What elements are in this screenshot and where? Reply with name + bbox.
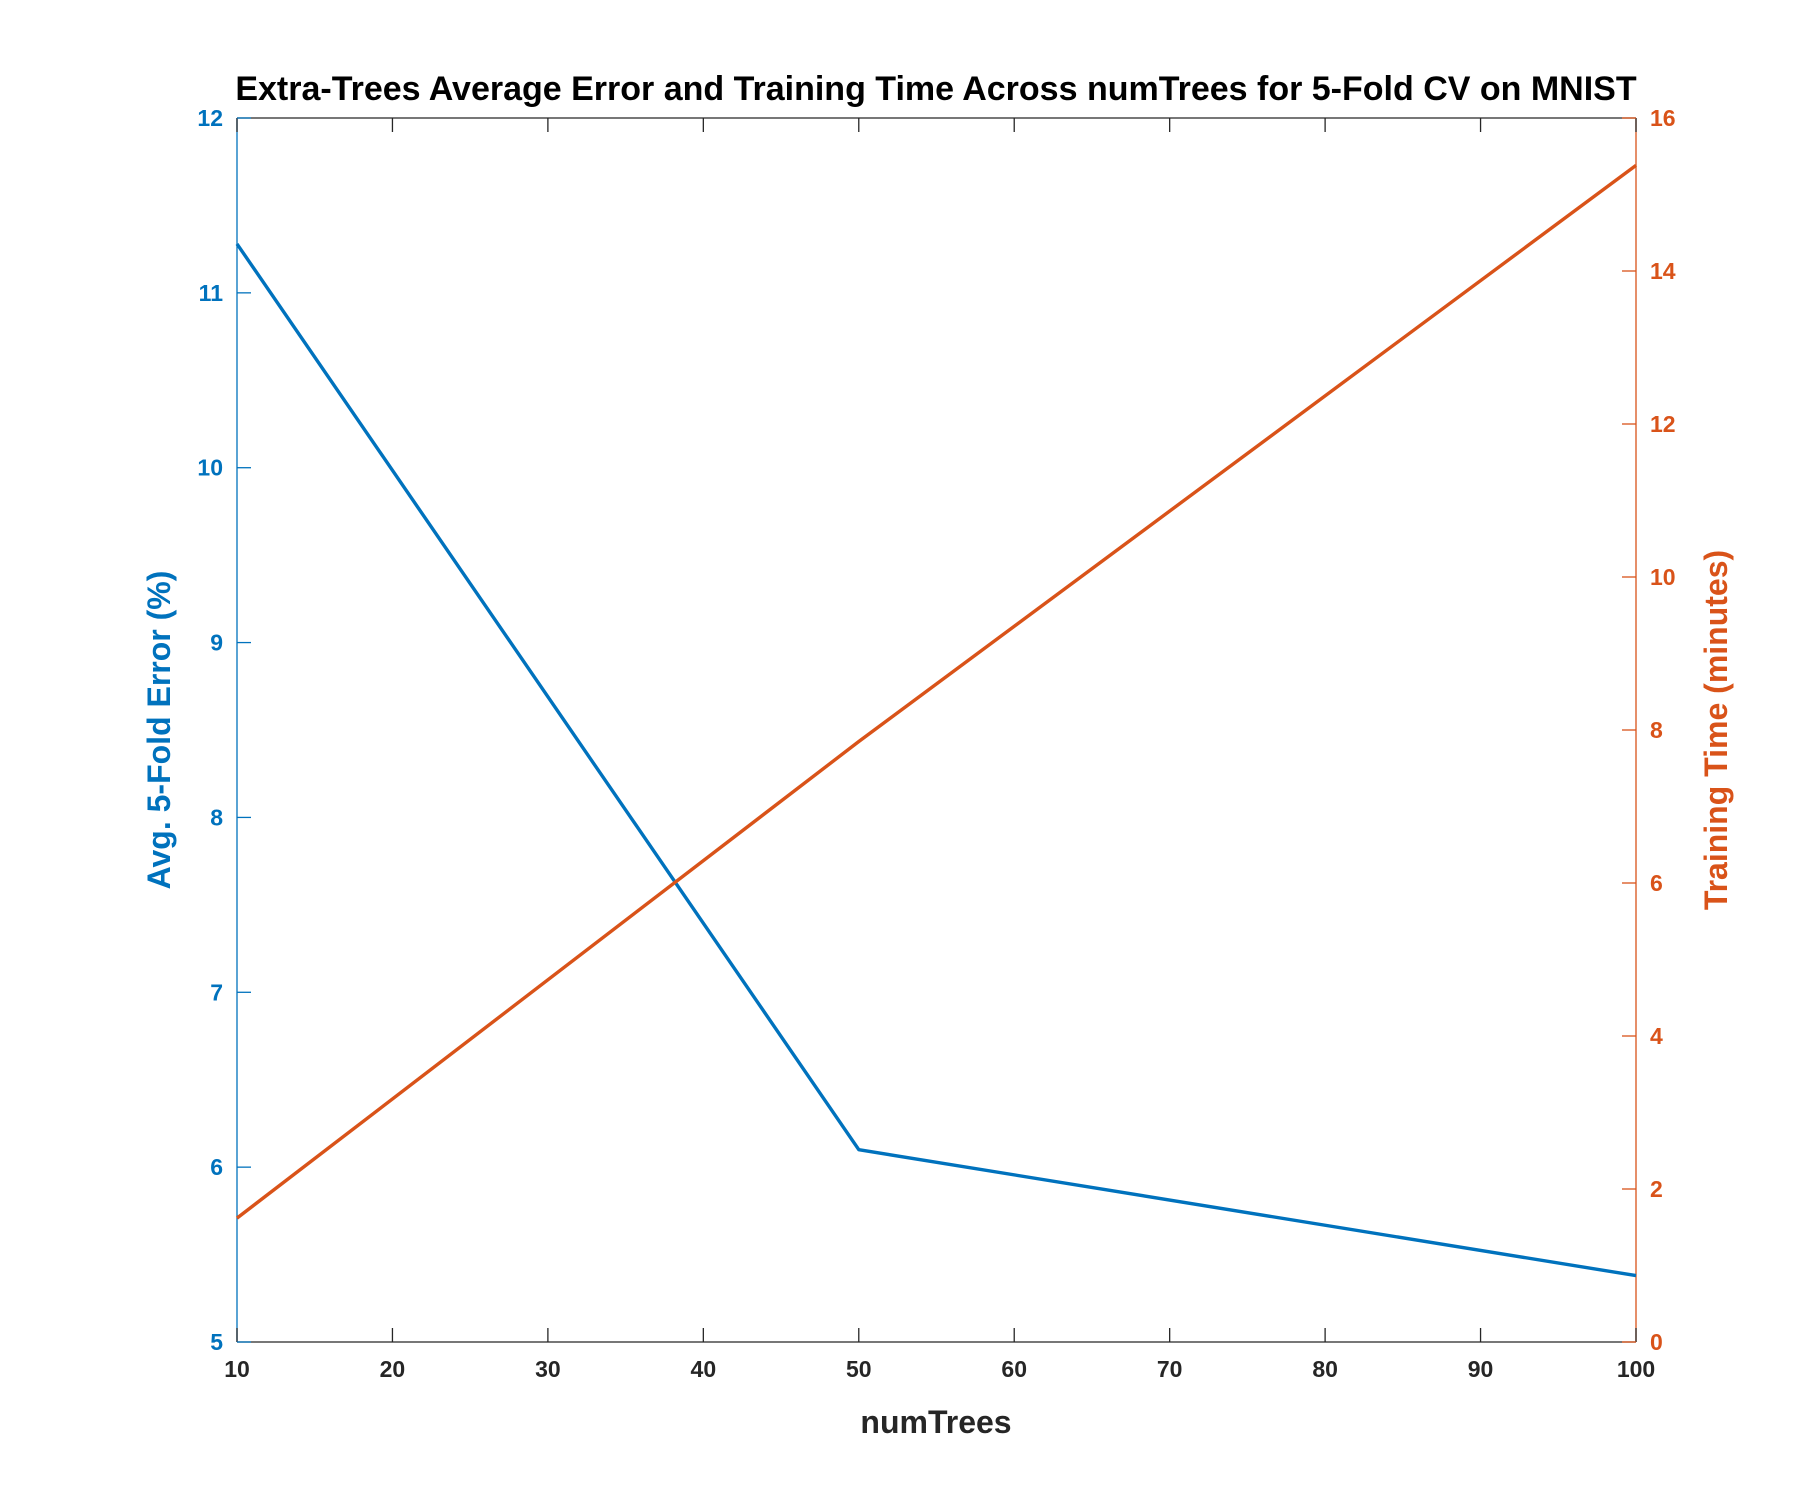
chart-title: Extra-Trees Average Error and Training T… — [235, 70, 1637, 108]
right-y-axis-label: Training Time (minutes) — [1698, 550, 1734, 910]
right-y-tick-label: 16 — [1650, 105, 1676, 131]
x-tick-label: 20 — [380, 1356, 406, 1382]
right-y-axis-ticks: 0 2 4 6 8 10 12 14 16 — [1622, 105, 1676, 1355]
x-tick-label: 70 — [1157, 1356, 1183, 1382]
x-tick-label: 90 — [1468, 1356, 1494, 1382]
x-tick-label: 40 — [691, 1356, 717, 1382]
right-y-tick-label: 0 — [1650, 1329, 1663, 1355]
left-y-tick-label: 8 — [210, 804, 223, 830]
right-y-tick-label: 14 — [1650, 258, 1676, 284]
x-tick-label: 80 — [1312, 1356, 1338, 1382]
right-y-tick-label: 8 — [1650, 717, 1663, 743]
left-y-tick-label: 10 — [197, 455, 223, 481]
x-tick-label: 10 — [224, 1356, 250, 1382]
left-y-tick-label: 6 — [210, 1154, 223, 1180]
plot-frame — [236, 117, 1637, 1343]
left-y-tick-label: 7 — [210, 979, 223, 1005]
x-tick-label: 30 — [535, 1356, 561, 1382]
x-tick-label: 60 — [1001, 1356, 1027, 1382]
left-y-axis-label: Avg. 5-Fold Error (%) — [141, 571, 177, 890]
error-line — [235, 242, 1637, 1278]
right-y-tick-label: 12 — [1650, 411, 1676, 437]
right-y-tick-label: 4 — [1650, 1023, 1663, 1049]
x-tick-label: 50 — [846, 1356, 872, 1382]
left-y-tick-label: 11 — [199, 280, 224, 306]
x-axis-ticks: 10 20 30 40 50 60 70 80 90 100 — [224, 118, 1655, 1382]
right-y-tick-label: 2 — [1650, 1176, 1663, 1202]
left-y-axis-ticks: 5 6 7 8 9 10 11 12 — [197, 105, 251, 1355]
x-tick-label: 100 — [1617, 1356, 1655, 1382]
left-y-tick-label: 12 — [197, 105, 223, 131]
right-y-tick-label: 6 — [1650, 870, 1663, 896]
series-layer — [235, 164, 1638, 1278]
right-y-tick-label: 10 — [1650, 564, 1676, 590]
left-y-tick-label: 9 — [210, 630, 223, 656]
left-y-tick-label: 5 — [210, 1329, 223, 1355]
training-time-line — [235, 164, 1638, 1220]
x-axis-label: numTrees — [860, 1404, 1011, 1440]
